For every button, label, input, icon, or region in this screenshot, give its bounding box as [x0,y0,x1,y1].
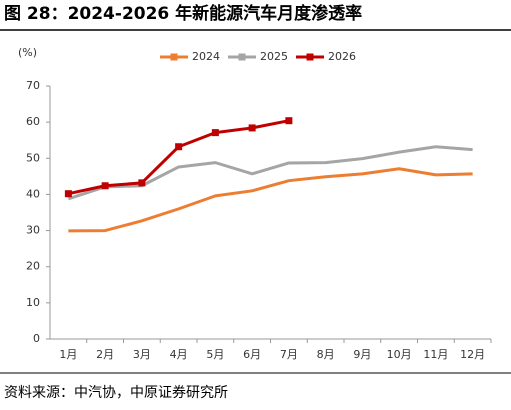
x-tick-label: 4月 [170,348,188,361]
legend-marker [170,53,178,61]
x-tick-label: 8月 [317,348,335,361]
x-tick-label: 2月 [96,348,114,361]
y-tick-label: 0 [33,332,40,345]
legend-marker [306,53,314,61]
y-tick-label: 30 [26,224,40,237]
y-tick-label: 20 [26,260,40,273]
x-tick-label: 6月 [243,348,261,361]
x-tick-label: 1月 [59,348,77,361]
point-marker [101,182,109,190]
series-line [68,119,290,196]
point-marker [138,179,146,187]
source-note: 资料来源：中汽协，中原证券研究所 [4,385,228,401]
y-axis-label: (%) [18,46,37,59]
point-marker [285,117,293,125]
legend-label: 2025 [260,50,288,63]
y-tick-label: 50 [26,151,40,164]
x-tick-label: 10月 [387,348,412,361]
x-tick-label: 3月 [133,348,151,361]
point-marker [175,143,183,151]
series-line [67,145,473,201]
x-tick-label: 9月 [353,348,371,361]
chart-title: 图 28：2024-2026 年新能源汽车月度渗透率 [4,3,362,24]
x-tick-label: 5月 [206,348,224,361]
point-marker [64,190,72,198]
x-tick-label: 11月 [423,348,448,361]
y-tick-label: 70 [26,79,40,92]
series-line [68,167,473,233]
legend-label: 2026 [328,50,356,63]
legend-marker [238,53,246,61]
y-tick-label: 10 [26,296,40,309]
legend-label: 2024 [192,50,220,63]
point-marker [211,129,219,137]
y-tick-label: 40 [26,187,40,200]
point-marker [248,124,256,132]
y-tick-label: 60 [26,115,40,128]
x-tick-label: 7月 [280,348,298,361]
x-tick-label: 12月 [460,348,485,361]
